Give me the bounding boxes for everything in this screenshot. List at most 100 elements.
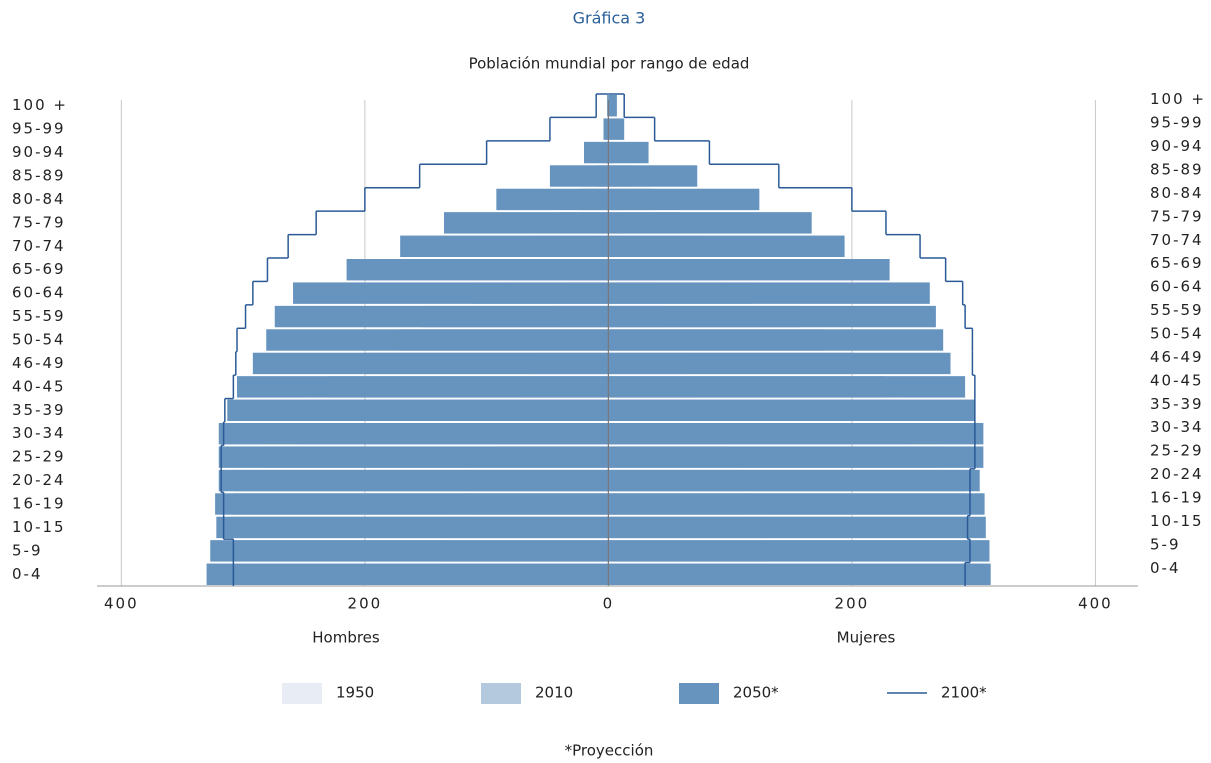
legend-swatch: [282, 683, 322, 704]
bar: [608, 516, 986, 539]
x-tick-label: 200: [835, 595, 870, 613]
y-tick-label: 0-4: [12, 565, 43, 583]
bar: [608, 423, 984, 445]
y-tick-label: 100 +: [12, 96, 68, 114]
bar: [252, 352, 609, 375]
chart-subtitle: Población mundial por rango de edad: [469, 55, 750, 73]
bar: [608, 305, 936, 328]
bar: [608, 282, 930, 304]
y-tick-label: 75-79: [12, 213, 66, 231]
left-axis-label: Hombres: [312, 629, 380, 647]
y-tick-label: 65-69: [12, 260, 66, 278]
y-tick-label: 85-89: [12, 167, 66, 185]
bar: [608, 446, 984, 468]
bar: [400, 235, 609, 257]
bar: [444, 212, 609, 234]
y-tick-label: 80-84: [12, 190, 66, 208]
bar: [608, 235, 845, 257]
bar: [608, 563, 991, 585]
bar: [210, 540, 609, 562]
legend-label: 1950: [336, 684, 374, 702]
y-tick-label: 25-29: [1150, 442, 1204, 460]
y-tick-label: 70-74: [1150, 231, 1204, 249]
x-tick-label: 0: [603, 595, 615, 613]
bar: [584, 141, 609, 164]
y-tick-label: 10-15: [1150, 512, 1204, 530]
y-tick-label: 55-59: [1150, 301, 1204, 319]
bar: [608, 493, 985, 515]
bar: [608, 188, 760, 211]
bar: [608, 212, 812, 234]
note: *Proyección: [565, 742, 654, 760]
y-tick-label: 0-4: [1150, 559, 1181, 577]
y-tick-label: 60-64: [1150, 278, 1204, 296]
y-tick-label: 20-24: [1150, 465, 1204, 483]
y-tick-label: 95-99: [12, 120, 66, 138]
y-tick-label: 70-74: [12, 237, 66, 255]
bar: [608, 329, 944, 351]
legend-swatch: [679, 683, 719, 704]
bar: [218, 446, 609, 468]
bar: [549, 165, 609, 187]
chart-title: Gráfica 3: [573, 9, 646, 28]
bar: [608, 259, 890, 281]
x-tick-label: 200: [348, 595, 383, 613]
bar: [608, 540, 990, 562]
bar: [218, 423, 609, 445]
y-tick-label: 16-19: [1150, 489, 1204, 507]
bar: [608, 376, 966, 398]
bar: [215, 493, 609, 515]
y-tick-label: 30-34: [12, 424, 66, 442]
bar: [608, 141, 649, 164]
y-tick-label: 16-19: [12, 495, 66, 513]
x-tick-label: 400: [1078, 595, 1113, 613]
y-tick-label: 95-99: [1150, 114, 1204, 132]
right-axis-label: Mujeres: [837, 629, 896, 647]
bar: [293, 282, 609, 304]
y-tick-label: 60-64: [12, 284, 66, 302]
y-tick-label: 40-45: [12, 377, 66, 395]
legend-label: 2050*: [733, 684, 779, 702]
bar: [496, 188, 609, 211]
y-tick-label: 90-94: [1150, 137, 1204, 155]
bar: [608, 165, 698, 187]
bar: [206, 563, 609, 585]
bar: [227, 399, 609, 421]
legend-label: 2010: [535, 684, 573, 702]
bar: [274, 305, 609, 328]
legend-label: 2100*: [941, 684, 987, 702]
bar: [608, 399, 975, 421]
y-tick-label: 65-69: [1150, 254, 1204, 272]
y-tick-label: 40-45: [1150, 371, 1204, 389]
bar: [608, 95, 617, 117]
y-tick-label: 46-49: [12, 354, 66, 372]
bar: [607, 95, 609, 117]
y-tick-label: 25-29: [12, 448, 66, 466]
bar: [266, 329, 609, 351]
y-tick-label: 75-79: [1150, 207, 1204, 225]
y-tick-label: 90-94: [12, 143, 66, 161]
bar: [216, 516, 609, 539]
y-tick-label: 30-34: [1150, 418, 1204, 436]
y-tick-label: 10-15: [12, 518, 66, 536]
y-tick-label: 50-54: [12, 331, 66, 349]
y-tick-label: 35-39: [12, 401, 66, 419]
bar: [346, 259, 609, 281]
bar: [608, 352, 951, 375]
y-tick-label: 100 +: [1150, 90, 1206, 108]
y-tick-label: 50-54: [1150, 325, 1204, 343]
legend-swatch: [481, 683, 521, 704]
y-tick-label: 5-9: [1150, 535, 1181, 553]
y-tick-label: 5-9: [12, 541, 43, 559]
y-tick-label: 20-24: [12, 471, 66, 489]
bar: [237, 376, 609, 398]
x-tick-label: 400: [104, 595, 139, 613]
y-tick-label: 55-59: [12, 307, 66, 325]
y-tick-label: 46-49: [1150, 348, 1204, 366]
bar: [608, 469, 980, 492]
y-tick-label: 80-84: [1150, 184, 1204, 202]
bar: [608, 118, 625, 140]
bar: [218, 469, 609, 492]
bar: [603, 118, 609, 140]
